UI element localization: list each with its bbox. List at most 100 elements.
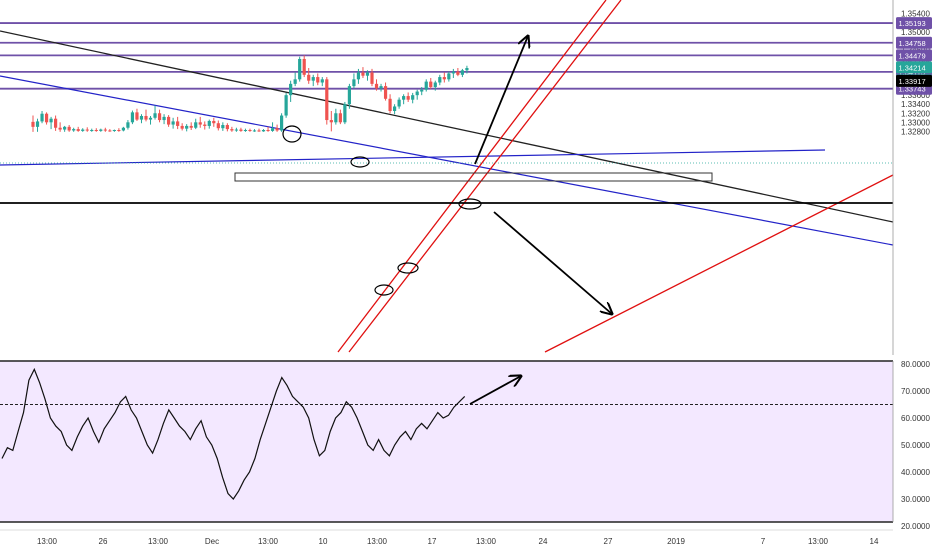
horizontal-levels bbox=[0, 22, 893, 90]
candle-body bbox=[67, 126, 71, 131]
black-level-badge: 1.33917 bbox=[896, 74, 932, 87]
current-price-badge-text: 1.34214 bbox=[899, 63, 926, 72]
candle-body bbox=[203, 124, 207, 126]
candle-body bbox=[429, 81, 433, 88]
touch-circle-5 bbox=[458, 198, 482, 210]
rsi-tick-label: 30.0000 bbox=[901, 495, 930, 504]
candle-body bbox=[198, 122, 202, 125]
candle-body bbox=[207, 120, 211, 126]
candle-body bbox=[343, 104, 347, 123]
price-tick-label: 1.35000 bbox=[901, 28, 930, 37]
candle-body bbox=[420, 89, 424, 92]
candle-body bbox=[284, 95, 288, 116]
candle-body bbox=[334, 113, 338, 123]
pane-separator bbox=[0, 355, 893, 360]
candle-body bbox=[144, 115, 148, 120]
candle-body bbox=[40, 113, 44, 122]
candle-body bbox=[365, 72, 370, 76]
rsi-arrow bbox=[469, 376, 521, 405]
price-tick-label: 1.33600 bbox=[901, 91, 930, 100]
time-tick-label: 13:00 bbox=[367, 537, 388, 546]
candle-body bbox=[456, 71, 460, 75]
price-tick-label: 1.33200 bbox=[901, 109, 930, 118]
candle-body bbox=[108, 130, 112, 132]
candle-body bbox=[402, 96, 406, 100]
time-tick-label: Dec bbox=[205, 537, 219, 546]
current-price-badge: 1.34214 bbox=[896, 61, 932, 74]
candle-body bbox=[153, 113, 157, 118]
candle-body bbox=[94, 130, 98, 132]
candle-body bbox=[329, 120, 333, 123]
candle-body bbox=[58, 127, 62, 130]
level-price-badge-2-text: 1.34758 bbox=[899, 39, 926, 48]
candle-body bbox=[239, 129, 243, 131]
candle-body bbox=[289, 83, 293, 96]
candle-body bbox=[275, 128, 279, 131]
candle-body bbox=[374, 83, 379, 89]
candle-body bbox=[130, 112, 135, 123]
time-tick-label: 13:00 bbox=[37, 537, 58, 546]
candle-body bbox=[361, 72, 365, 76]
candle-body bbox=[157, 113, 162, 121]
time-axis: 13:00 26 13:00 Dec 13:00 10 13:00 17 13:00 24 27 20… bbox=[0, 529, 893, 546]
black-level-badge-text: 1.33917 bbox=[899, 77, 926, 86]
candle-body bbox=[126, 122, 130, 128]
candle-body bbox=[85, 129, 89, 131]
candle-body bbox=[216, 123, 220, 129]
candle-body bbox=[90, 130, 94, 132]
time-tick-label: 13:00 bbox=[258, 537, 279, 546]
candle-body bbox=[44, 113, 49, 123]
candle-body bbox=[451, 71, 455, 74]
red-channel-line-lower bbox=[348, 0, 622, 353]
level-price-badge-3: 1.34479 bbox=[896, 49, 932, 62]
candle-body bbox=[433, 82, 437, 88]
price-pane bbox=[0, 0, 894, 353]
level-price-badge-2-bg bbox=[896, 36, 932, 49]
time-tick-label: 14 bbox=[870, 537, 879, 546]
candle-body bbox=[176, 121, 180, 126]
candle-body bbox=[54, 118, 58, 128]
candle-body bbox=[442, 77, 446, 80]
annotations bbox=[282, 36, 612, 314]
candle-body bbox=[230, 129, 234, 131]
red-rising-trendline bbox=[544, 174, 894, 353]
black-descending-trendline bbox=[0, 30, 894, 223]
price-tick-label: 1.33400 bbox=[901, 100, 930, 109]
candle-body bbox=[356, 72, 361, 80]
candle-body bbox=[171, 121, 175, 125]
candle-body bbox=[194, 122, 198, 128]
candle-body bbox=[411, 95, 415, 100]
candle-body bbox=[338, 113, 342, 123]
candle-body bbox=[35, 121, 40, 127]
time-tick-label: 7 bbox=[761, 537, 766, 546]
candle-body bbox=[298, 58, 302, 80]
candle-body bbox=[139, 115, 144, 120]
candle-body bbox=[302, 58, 306, 75]
candle-body bbox=[424, 81, 428, 90]
price-tick-label: 1.35400 bbox=[901, 10, 930, 19]
rsi-tick-label: 40.0000 bbox=[901, 468, 930, 477]
candle-body bbox=[316, 77, 320, 83]
rsi-tick-label: 50.0000 bbox=[901, 441, 930, 450]
candle-body bbox=[162, 116, 166, 121]
level-price-badge-5-text: 1.33743 bbox=[899, 85, 926, 94]
black-level-badge-bg bbox=[896, 74, 932, 87]
candle-body bbox=[103, 129, 107, 131]
candle-body bbox=[270, 128, 275, 131]
candle-body bbox=[280, 115, 284, 131]
candle-body bbox=[388, 98, 392, 112]
bearish-arrow bbox=[493, 211, 612, 314]
level-price-badge-2: 1.34758 bbox=[896, 36, 932, 49]
candle-body bbox=[167, 116, 171, 125]
touch-circle-1 bbox=[282, 125, 302, 143]
price-tick-label: 1.33000 bbox=[901, 118, 930, 127]
candle-body bbox=[76, 129, 80, 131]
current-price-badge-bg bbox=[896, 61, 932, 74]
candle-body bbox=[397, 99, 401, 107]
rsi-tick-label: 70.0000 bbox=[901, 387, 930, 396]
bullish-arrow bbox=[474, 36, 528, 165]
time-tick-label: 27 bbox=[604, 537, 613, 546]
rsi-background bbox=[0, 361, 893, 522]
level-price-badge-3-text: 1.34479 bbox=[899, 51, 926, 60]
rsi-tick-label: 20.0000 bbox=[901, 522, 930, 531]
